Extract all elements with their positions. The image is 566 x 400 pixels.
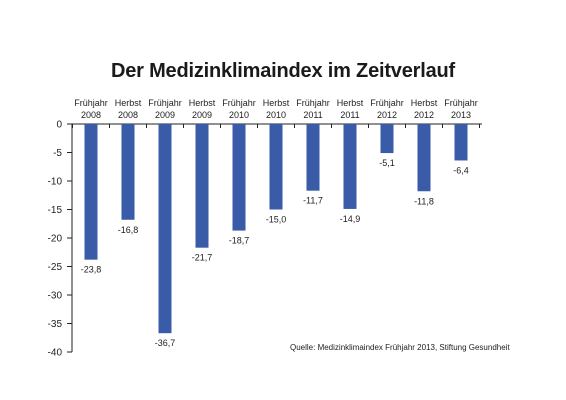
data-label: -23,8: [81, 265, 102, 275]
y-tick-label: -35: [48, 319, 63, 330]
bar: [84, 124, 98, 260]
category-label-line1: Herbst: [411, 98, 438, 108]
category-label-line2: 2008: [81, 110, 101, 120]
data-label: -11,7: [303, 196, 323, 206]
bar: [269, 124, 283, 210]
source-note: Quelle: Medizinklimaindex Frühjahr 2013,…: [290, 343, 510, 352]
bar: [380, 124, 394, 154]
category-label-line1: Herbst: [115, 98, 142, 108]
category-label-line1: Herbst: [263, 98, 290, 108]
data-label: -18,7: [229, 236, 250, 246]
category-label-line1: Frühjahr: [370, 98, 404, 108]
category-label-line2: 2008: [118, 110, 138, 120]
bar: [158, 124, 172, 334]
data-label: -36,7: [155, 338, 176, 348]
category-label-line1: Herbst: [189, 98, 216, 108]
data-label: -6,4: [453, 165, 469, 175]
bar: [195, 124, 209, 248]
y-tick-label: -30: [48, 291, 63, 302]
category-label-line2: 2013: [451, 110, 471, 120]
bar: [417, 124, 431, 192]
bar: [306, 124, 320, 191]
data-label: -14,9: [340, 214, 361, 224]
y-tick-label: -15: [48, 205, 63, 216]
data-label: -11,8: [414, 196, 434, 206]
y-tick-label: -25: [48, 262, 63, 273]
y-tick-label: -20: [48, 234, 63, 245]
category-label-line2: 2012: [377, 110, 397, 120]
category-label-line1: Frühjahr: [296, 98, 330, 108]
y-tick-label: -5: [53, 148, 62, 159]
category-label-line2: 2010: [229, 110, 249, 120]
category-label-line1: Frühjahr: [444, 98, 478, 108]
category-label-line2: 2009: [192, 110, 212, 120]
category-label-line1: Herbst: [337, 98, 364, 108]
category-label-line1: Frühjahr: [222, 98, 256, 108]
category-label-line2: 2011: [303, 110, 322, 120]
data-label: -5,1: [379, 158, 395, 168]
y-tick-label: -10: [48, 177, 63, 188]
category-label-line2: 2012: [414, 110, 434, 120]
category-label-line2: 2011: [340, 110, 359, 120]
data-label: -21,7: [192, 253, 213, 263]
category-label-line2: 2009: [155, 110, 175, 120]
category-label-line2: 2010: [266, 110, 286, 120]
data-label: -16,8: [118, 225, 139, 235]
y-tick-label: -40: [48, 348, 63, 359]
y-tick-label: 0: [56, 120, 62, 131]
bar: [343, 124, 357, 209]
bar: [121, 124, 135, 220]
chart-title: Der Medizinklimaindex im Zeitverlauf: [110, 60, 455, 82]
bar: [232, 124, 246, 231]
bar: [454, 124, 468, 161]
category-label-line1: Frühjahr: [74, 98, 108, 108]
category-label-line1: Frühjahr: [148, 98, 182, 108]
data-label: -15,0: [266, 215, 287, 225]
